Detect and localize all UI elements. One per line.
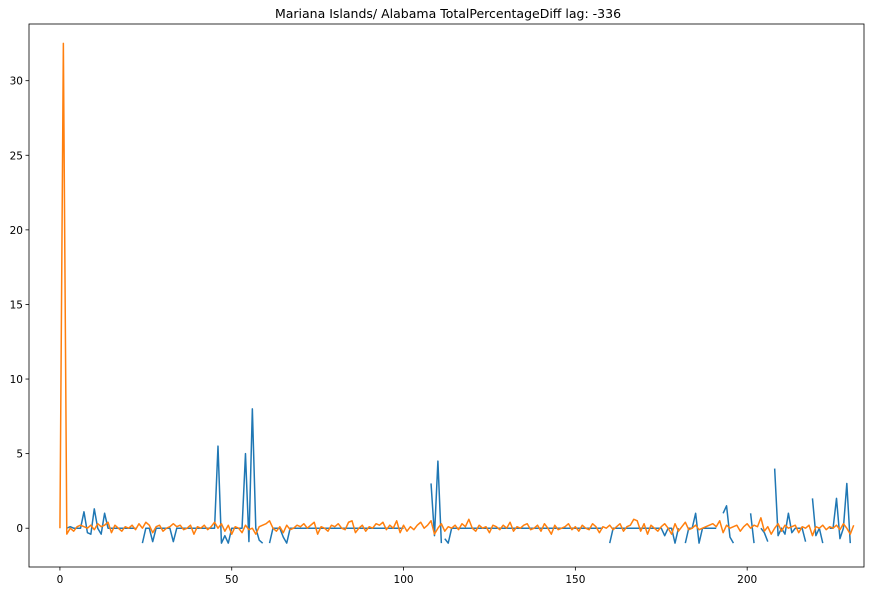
y-tick-label-30: 30 — [10, 76, 23, 88]
series-1-line-segment-8 — [722, 505, 735, 544]
y-axis: 0 5 10 15 20 25 30 — [10, 76, 29, 535]
series-1-line-segment-13 — [829, 482, 852, 544]
series-1-line-segment-4 — [430, 460, 443, 544]
series-1-line-segment-10 — [760, 527, 769, 542]
y-tick-label-0: 0 — [16, 523, 23, 535]
y-tick-label-5: 5 — [16, 449, 23, 461]
x-tick-label-0: 0 — [57, 574, 64, 586]
series-1-line-segment-2 — [141, 408, 264, 544]
x-tick-label-100: 100 — [394, 574, 414, 586]
series-1-line-segment-1 — [66, 508, 136, 535]
chart-title: Mariana Islands/ Alabama TotalPercentage… — [275, 6, 621, 21]
y-tick-label-25: 25 — [10, 150, 23, 162]
plot-area — [59, 42, 855, 544]
series-1-line-segment-12 — [811, 498, 824, 544]
series-2-line-segment-1 — [59, 42, 855, 537]
y-tick-label-15: 15 — [10, 299, 23, 311]
x-tick-label-150: 150 — [565, 574, 585, 586]
axes-frame — [28, 23, 865, 568]
x-tick-label-50: 50 — [225, 574, 238, 586]
x-tick-label-200: 200 — [737, 574, 757, 586]
series-1-line-segment-9 — [749, 513, 755, 544]
series-1-line-segment-6 — [608, 527, 680, 544]
series-1-line-segment-3 — [268, 527, 404, 544]
y-tick-label-10: 10 — [10, 374, 23, 386]
y-tick-label-20: 20 — [10, 225, 23, 237]
series-1-line-segment-11 — [773, 468, 807, 542]
x-axis: 0 50 100 150 200 — [57, 567, 757, 586]
